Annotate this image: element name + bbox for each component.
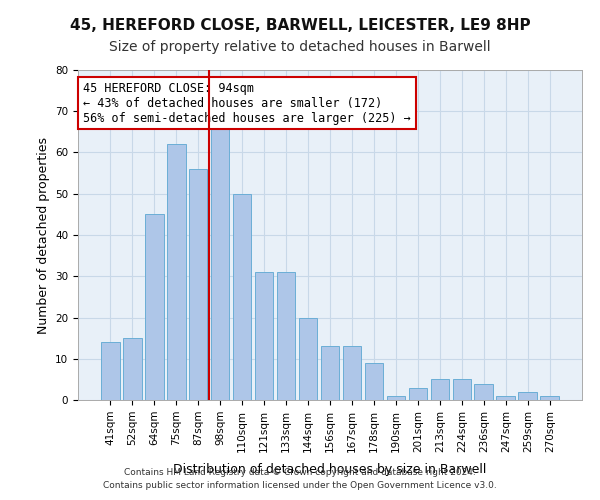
Bar bbox=[233, 194, 251, 400]
Bar bbox=[320, 346, 340, 400]
Bar bbox=[518, 392, 537, 400]
Bar bbox=[145, 214, 164, 400]
Text: Contains HM Land Registry data © Crown copyright and database right 2024.: Contains HM Land Registry data © Crown c… bbox=[124, 468, 476, 477]
Bar bbox=[496, 396, 515, 400]
Bar bbox=[299, 318, 317, 400]
Bar bbox=[386, 396, 405, 400]
Bar bbox=[475, 384, 493, 400]
Bar bbox=[167, 144, 185, 400]
Bar bbox=[277, 272, 295, 400]
Bar bbox=[431, 380, 449, 400]
Bar bbox=[123, 338, 142, 400]
Bar bbox=[409, 388, 427, 400]
Bar bbox=[189, 169, 208, 400]
Text: Contains public sector information licensed under the Open Government Licence v3: Contains public sector information licen… bbox=[103, 482, 497, 490]
Bar bbox=[365, 363, 383, 400]
Bar bbox=[452, 380, 471, 400]
Text: 45 HEREFORD CLOSE: 94sqm
← 43% of detached houses are smaller (172)
56% of semi-: 45 HEREFORD CLOSE: 94sqm ← 43% of detach… bbox=[83, 82, 411, 124]
Bar bbox=[255, 272, 274, 400]
Bar bbox=[541, 396, 559, 400]
Text: Size of property relative to detached houses in Barwell: Size of property relative to detached ho… bbox=[109, 40, 491, 54]
Bar bbox=[211, 124, 229, 400]
X-axis label: Distribution of detached houses by size in Barwell: Distribution of detached houses by size … bbox=[173, 463, 487, 476]
Text: 45, HEREFORD CLOSE, BARWELL, LEICESTER, LE9 8HP: 45, HEREFORD CLOSE, BARWELL, LEICESTER, … bbox=[70, 18, 530, 32]
Bar bbox=[343, 346, 361, 400]
Y-axis label: Number of detached properties: Number of detached properties bbox=[37, 136, 50, 334]
Bar bbox=[101, 342, 119, 400]
